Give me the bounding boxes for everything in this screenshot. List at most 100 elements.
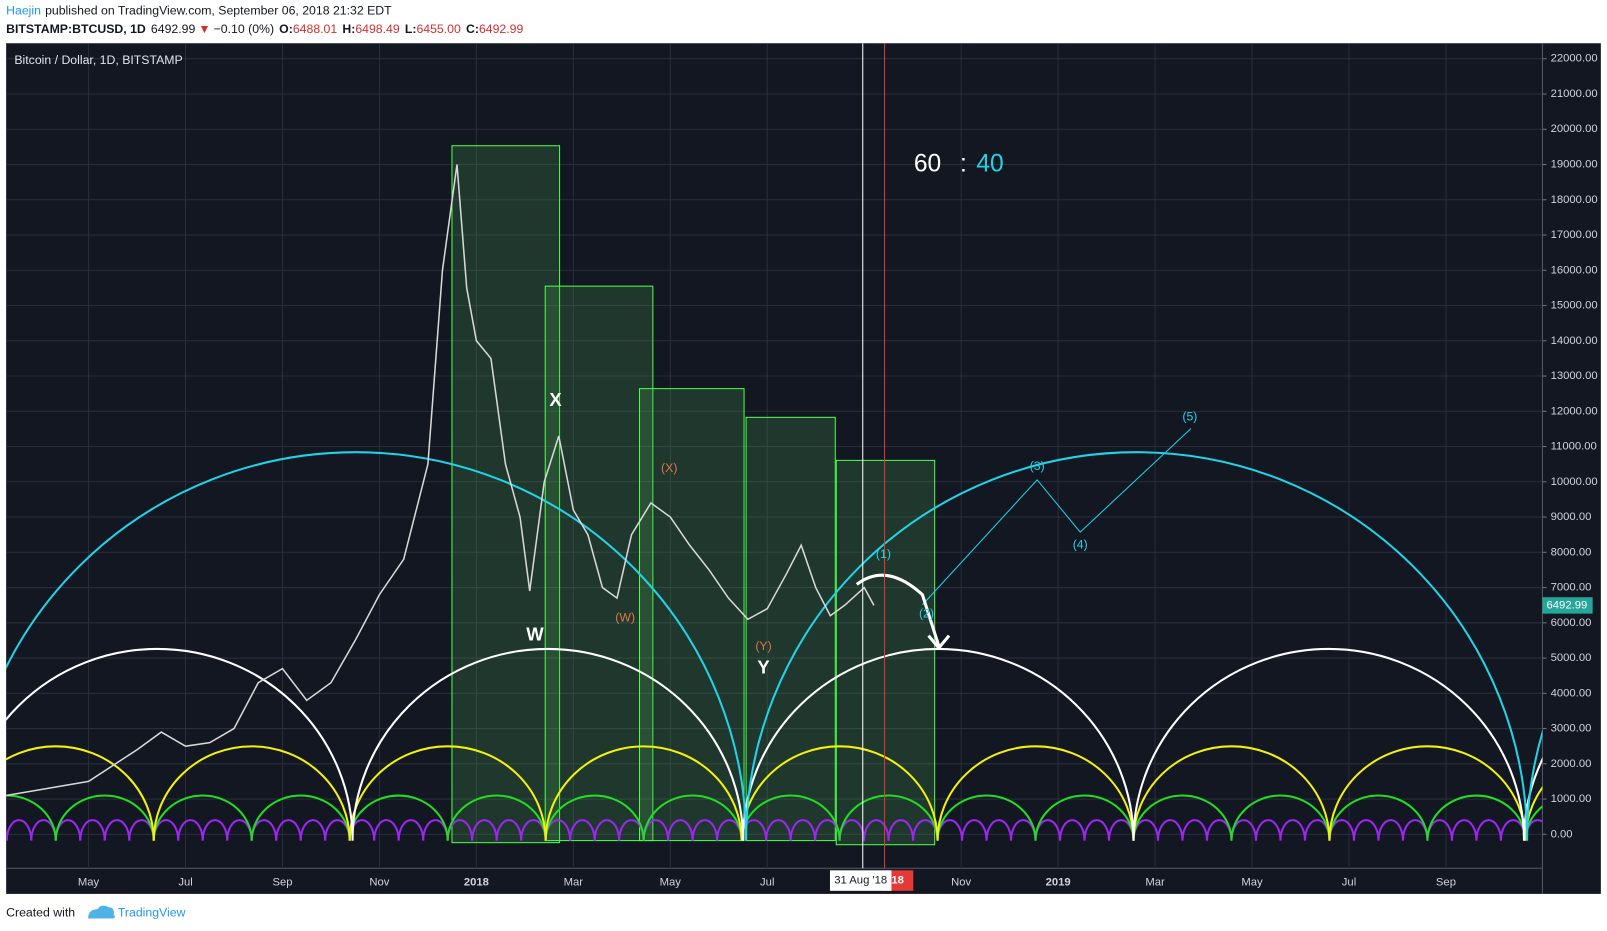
low: 6455.00 — [416, 22, 461, 36]
cycle-arc — [1426, 794, 1527, 841]
y-tick-label: 19000.00 — [1551, 159, 1598, 171]
wave-label: (X) — [661, 461, 677, 475]
arrow: ▼ — [198, 22, 210, 36]
y-tick-label: 15000.00 — [1551, 300, 1598, 312]
x-tick-label: 2019 — [1046, 877, 1071, 889]
cycle-arc — [936, 794, 1037, 841]
plot-area — [6, 43, 1543, 869]
y-tick-label: 14000.00 — [1551, 335, 1598, 347]
logo — [88, 905, 115, 919]
cycle-arc — [299, 819, 327, 841]
cycle-arc — [1254, 819, 1282, 841]
cycle-arc — [351, 648, 745, 841]
cycle-arc — [1475, 819, 1502, 841]
x-tick-label: Jul — [760, 877, 774, 889]
x-tick-label: 2018 — [464, 877, 489, 889]
wave-label: W — [526, 624, 544, 645]
x-tick-label: Jul — [1342, 877, 1356, 889]
cycle-arc — [740, 745, 939, 841]
cycle-arc — [765, 819, 792, 841]
author[interactable]: Haejin — [6, 4, 41, 18]
cycle-arc — [1132, 794, 1233, 841]
cycle-arc — [103, 819, 131, 841]
wave-label: (2) — [919, 606, 934, 620]
change: −0.10 (0%) — [214, 22, 274, 36]
cycle-arc — [544, 745, 743, 841]
y-tick-label: 6000.00 — [1551, 617, 1592, 629]
cycle-arc — [6, 451, 748, 841]
cycle-arc — [152, 794, 253, 841]
price-line — [6, 164, 875, 797]
time-box — [745, 416, 836, 842]
cycle-arc — [1181, 819, 1209, 841]
cycle-arc — [495, 819, 523, 841]
wave-label: (3) — [1030, 459, 1045, 473]
time-box — [835, 459, 936, 846]
y-tick-label: 21000.00 — [1551, 88, 1598, 100]
cycle-arc — [397, 819, 425, 841]
wave-label: (1) — [876, 547, 891, 561]
cycle-arc — [1279, 819, 1306, 841]
cycle-arc — [79, 819, 106, 841]
header-line: Haejin published on TradingView.com, Sept… — [6, 4, 392, 18]
x-tick-label: Nov — [951, 877, 971, 889]
cycle-arc — [863, 819, 890, 841]
cycle-arc — [789, 819, 817, 841]
x-tick-label: Nov — [369, 877, 389, 889]
symbol: BITSTAMP:BTCUSD, 1D — [6, 22, 146, 36]
crosshair-label: 31 Aug '18 — [834, 875, 887, 887]
marker-label: '18 — [889, 875, 904, 887]
cycle-arc — [985, 819, 1013, 841]
cycle-arc — [152, 745, 351, 841]
y-tick-label: 16000.00 — [1551, 264, 1598, 276]
cycle-arc — [54, 794, 155, 841]
time-box — [639, 388, 745, 842]
x-tick-label: May — [78, 877, 100, 889]
high-label: H: — [342, 22, 355, 36]
y-tick-label: 7000.00 — [1551, 582, 1592, 594]
cycle-arc — [446, 794, 547, 841]
cycle-arc — [6, 819, 33, 841]
wave-path — [922, 428, 1192, 606]
chart-title: Bitcoin / Dollar, 1D, BITSTAMP — [14, 53, 182, 67]
close-label: C: — [466, 22, 479, 36]
y-tick-label: 1000.00 — [1551, 793, 1592, 805]
cycle-arc — [1156, 819, 1184, 841]
cycle-arc — [1328, 745, 1527, 841]
y-tick-label: 22000.00 — [1551, 53, 1598, 65]
cycle-arc — [887, 819, 915, 841]
cycle-arc — [569, 819, 596, 841]
cycle-arc — [1524, 785, 1543, 841]
cycle-arc — [1132, 648, 1526, 841]
crosshair-label-bg — [829, 870, 892, 891]
low-label: L: — [405, 22, 417, 36]
cycle-arc — [745, 451, 1529, 841]
time-box — [451, 145, 561, 844]
y-tick-label: 17000.00 — [1551, 229, 1598, 241]
last: 6492.99 — [151, 22, 196, 36]
y-tick-label: 0.00 — [1551, 828, 1573, 840]
close: 6492.99 — [479, 22, 524, 36]
last-price-label: 6492.99 — [1547, 599, 1588, 611]
open: 6488.01 — [293, 22, 338, 36]
cycle-arc — [6, 648, 354, 841]
open-label: O: — [279, 22, 293, 36]
cycle-arc — [1352, 819, 1380, 841]
footer-brand[interactable]: TradingView — [118, 906, 186, 920]
ratio-text: 40 — [976, 151, 1003, 178]
cycle-arc — [1328, 794, 1429, 841]
x-tick-label: Mar — [564, 877, 584, 889]
wave-label: (4) — [1073, 538, 1088, 552]
quote-line: BITSTAMP:BTCUSD, 1D 6492.99 ▼ −0.10 (0%) O:6… — [6, 22, 523, 36]
ratio-text: 60 — [914, 151, 941, 178]
footer-created: Created with — [6, 906, 75, 920]
y-tick-label: 2000.00 — [1551, 758, 1592, 770]
cycle-arc — [838, 794, 939, 841]
x-tick-label: May — [1241, 877, 1263, 889]
cycle-arc — [1034, 794, 1135, 841]
y-tick-label: 11000.00 — [1551, 441, 1597, 453]
cycle-arc — [936, 745, 1135, 841]
wave-label: (W) — [615, 610, 635, 624]
forecast-arrow — [855, 573, 951, 651]
x-tick-label: Jul — [178, 877, 192, 889]
